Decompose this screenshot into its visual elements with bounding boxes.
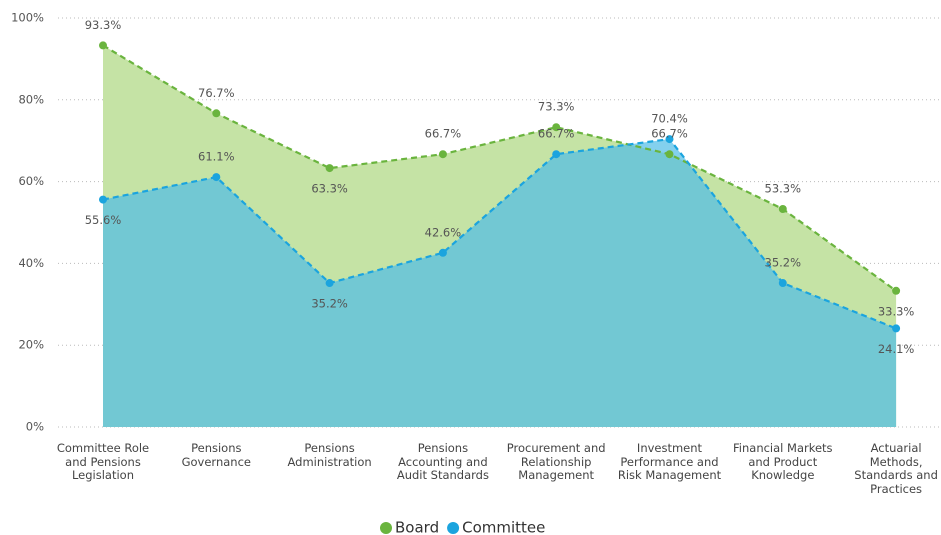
marker	[325, 164, 334, 173]
marker	[665, 135, 674, 144]
y-tick-label: 20%	[18, 338, 44, 352]
data-label: 24.1%	[878, 342, 915, 356]
data-label: 63.3%	[311, 182, 348, 196]
y-tick-label: 0%	[26, 420, 44, 434]
x-tick-label: Investment Performance and Risk Manageme…	[617, 441, 722, 482]
y-tick-label: 60%	[18, 174, 44, 188]
line	[102, 44, 897, 292]
data-label: 76.7%	[198, 86, 235, 100]
x-tick-label: Actuarial Methods, Standards and Practic…	[854, 441, 938, 496]
data-label: 66.7%	[538, 127, 575, 141]
y-tick-label: 80%	[18, 92, 44, 106]
marker	[212, 109, 221, 118]
data-label: 33.3%	[878, 304, 915, 318]
marker	[99, 195, 107, 204]
data-label: 73.3%	[538, 100, 575, 114]
marker	[99, 41, 107, 50]
marker	[892, 286, 901, 295]
legend-marker	[447, 522, 460, 534]
line	[102, 137, 897, 330]
data-label: 66.7%	[651, 127, 688, 141]
legend-text: Committee	[462, 519, 545, 535]
area	[103, 139, 897, 427]
data-label: 42.6%	[425, 225, 462, 239]
marker	[438, 150, 447, 159]
marker	[325, 279, 334, 288]
y-tick-label: 100%	[11, 11, 44, 25]
x-tick-label: Financial Markets and Product Knowledge	[733, 441, 833, 482]
legend-marker	[380, 522, 392, 534]
x-tick-label: Committee Role and Pensions Legislation	[56, 441, 150, 482]
marker	[552, 150, 561, 159]
marker	[212, 173, 221, 182]
data-label: 35.2%	[765, 256, 802, 270]
legend-text: Board	[395, 519, 439, 535]
x-tick-label: Pensions Administration	[287, 441, 372, 469]
data-label: 70.4%	[651, 112, 688, 126]
marker	[778, 279, 787, 288]
data-label: 66.7%	[425, 127, 462, 141]
data-label: 61.1%	[198, 150, 235, 164]
marker	[665, 150, 674, 159]
marker	[438, 248, 447, 257]
x-tick-label: Procurement and Relationship Management	[506, 441, 606, 482]
marker	[892, 324, 901, 333]
x-tick-label: Pensions Accounting and Audit Standards	[396, 441, 489, 482]
data-label: 93.3%	[85, 18, 122, 32]
data-label: 35.2%	[311, 297, 348, 311]
x-tick-label: Pensions Governance	[181, 441, 251, 469]
y-tick-label: 40%	[18, 256, 44, 270]
marker	[552, 123, 561, 132]
marker	[778, 205, 787, 214]
data-label: 53.3%	[765, 182, 802, 196]
data-label: 55.6%	[85, 213, 122, 227]
